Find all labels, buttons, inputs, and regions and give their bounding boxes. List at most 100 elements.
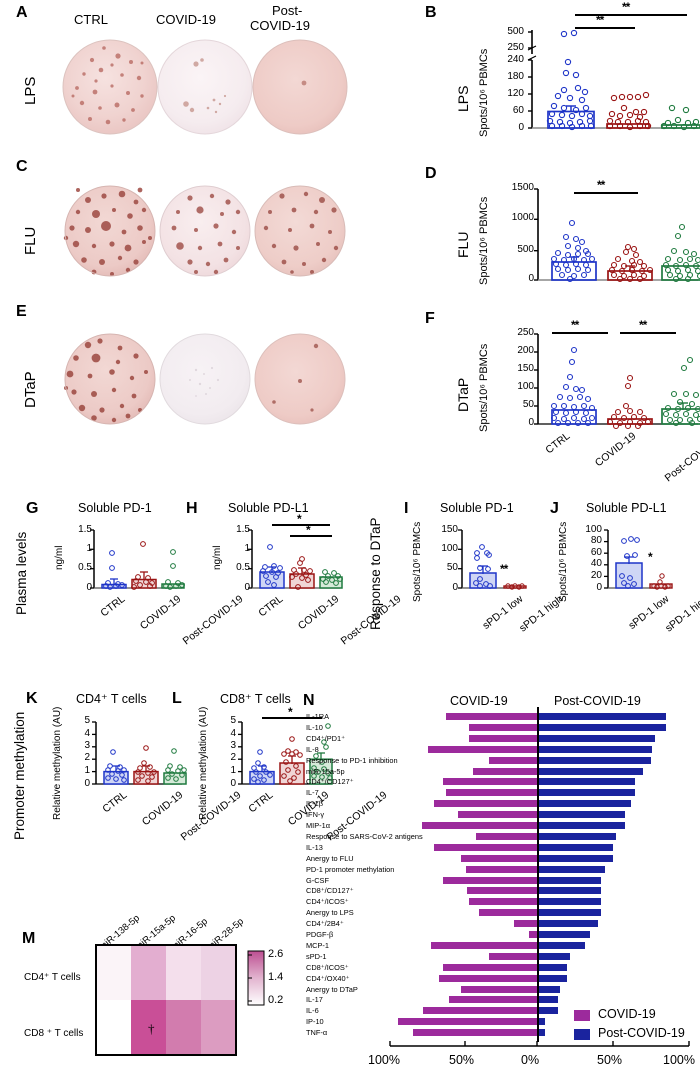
panel-l-title: CD8⁺ T cells xyxy=(220,692,291,706)
panel-b-sigbar-1 xyxy=(575,27,635,29)
panel-n-xtick-1: 50% xyxy=(449,1053,475,1067)
panel-n-bar-covid xyxy=(397,1018,537,1026)
panel-n-bar-covid xyxy=(479,909,537,917)
panel-k-ytick-5-0: 5 xyxy=(84,715,90,726)
panel-n-legend-label-covid: COVID-19 xyxy=(598,1007,656,1021)
panel-n-bar-post xyxy=(537,832,616,840)
panel-n-category-label: IFN-γ xyxy=(306,810,325,820)
panel-n-bar-covid xyxy=(488,952,537,960)
panel-n-bar-post xyxy=(537,1007,559,1015)
panel-m-cbar-high: 2.6 xyxy=(268,948,284,960)
panel-g-plot xyxy=(90,529,185,590)
panel-f-ytick-100: 100 xyxy=(517,381,534,392)
panel-n-bar-covid xyxy=(446,713,537,720)
panel-letter-J: J xyxy=(550,500,559,517)
panel-b-ytick-500: 500 xyxy=(507,26,524,37)
panel-n-legend-label-post: Post-COVID-19 xyxy=(598,1026,685,1040)
panel-n-xtick-2: 0% xyxy=(521,1053,540,1067)
panel-n-bar-covid xyxy=(438,974,537,982)
panel-g-ytick-1-5: 1.5 xyxy=(78,524,92,535)
panel-j-title: Soluble PD-L1 xyxy=(586,501,667,515)
panel-l-ytick-2-0: 2 xyxy=(230,752,236,763)
panel-h-sigbar-2 xyxy=(290,535,332,537)
panel-j-sig: * xyxy=(648,550,653,564)
panel-j-ytick-100: 100 xyxy=(585,524,602,535)
panel-k-title: CD4⁺ T cells xyxy=(76,692,147,706)
panel-n-category-label: IL-1RA xyxy=(306,712,330,721)
panel-i-plot xyxy=(458,529,527,590)
panel-n-category-label: IL-10 xyxy=(306,722,323,732)
panel-m-cbar-mid: 1.4 xyxy=(268,971,284,983)
panel-n-bar-covid xyxy=(421,822,537,829)
panel-n-category-label: IL-17 xyxy=(306,995,323,1005)
panel-n-bar-covid xyxy=(433,800,537,808)
column-header-ctrl: CTRL xyxy=(74,12,108,27)
panel-n-category-label: IL-7 xyxy=(306,788,319,798)
panel-l-ytick-0-0: 0 xyxy=(230,778,236,789)
panel-b-sig-2: ** xyxy=(622,0,630,14)
panel-n-bar-covid xyxy=(423,1007,537,1015)
panel-m-heatmap: † xyxy=(95,944,265,1056)
panel-n-bar-covid xyxy=(449,996,537,1004)
panel-n-category-label: CD4⁺/2B4⁺ xyxy=(306,919,344,929)
panel-h-plot xyxy=(248,529,343,590)
panel-n-bar-post xyxy=(537,920,598,928)
panel-n-category-label: CD4⁺/PD1⁺ xyxy=(306,733,346,743)
panel-n-header-left: COVID-19 xyxy=(450,694,508,708)
panel-f-sig-2: ** xyxy=(639,318,647,332)
panel-f-plot xyxy=(534,333,700,430)
panel-n-category-label: CD8⁺/CD127⁺ xyxy=(306,886,354,896)
panel-n-category-label: Anergy to DTaP xyxy=(306,984,358,994)
panel-n-bar-post xyxy=(537,876,601,884)
panel-n-axis xyxy=(389,1041,690,1047)
panel-b-ytick-60: 60 xyxy=(512,105,524,116)
panel-f-ylabel: Spots/10⁶ PBMCs xyxy=(478,343,490,432)
panel-n-bar-post xyxy=(537,887,601,895)
panel-n-bar-post xyxy=(537,1018,545,1026)
panel-n-bar-covid xyxy=(476,832,537,840)
panel-m-cbar-low: 0.2 xyxy=(268,994,284,1006)
panel-l-ytick-5-0: 5 xyxy=(230,715,236,726)
panel-n-bar-post xyxy=(537,800,631,808)
panel-b-plot xyxy=(527,29,700,131)
panel-n-bar-covid xyxy=(488,756,537,764)
svg-text:†: † xyxy=(148,1021,155,1036)
panel-n-category-label: CD4⁺/CD127⁺ xyxy=(306,777,354,787)
panel-d-ytick-0: 0 xyxy=(528,273,534,284)
panel-b-row-label: LPS xyxy=(455,85,471,112)
panel-n-category-label: IL-8 xyxy=(306,744,319,754)
panel-n-bar-post xyxy=(537,734,656,742)
panel-n-bar-post xyxy=(537,756,651,764)
panel-g-ytick-0-0: 0 xyxy=(86,582,92,593)
panel-n-bar-post xyxy=(537,931,591,938)
panel-n-bar-post xyxy=(537,789,636,797)
panel-h-ytick-1-0: 1 xyxy=(244,543,250,554)
panel-f-row-label: DTaP xyxy=(455,377,471,412)
panel-f-ytick-50: 50 xyxy=(522,399,534,410)
panel-i-ytick-150: 150 xyxy=(441,524,458,535)
panel-i-sig: ** xyxy=(500,562,508,576)
panel-letter-B: B xyxy=(425,4,437,21)
panel-b-ytick-120: 120 xyxy=(507,88,524,99)
panel-d-ytick-1000: 1000 xyxy=(511,212,534,223)
panel-b-ylabel: Spots/10⁶ PBMCs xyxy=(478,48,490,137)
panel-k-ytick-0-0: 0 xyxy=(84,778,90,789)
panel-letter-C: C xyxy=(16,158,28,175)
panel-n-bar-covid xyxy=(430,941,537,949)
panel-l-plot xyxy=(238,721,333,785)
panel-n-bar-post xyxy=(537,843,613,851)
panel-j-ytick-40: 40 xyxy=(590,558,602,569)
panel-n-category-label: PD-1 promoter methylation xyxy=(306,864,395,874)
panel-n-bar-post xyxy=(537,723,666,731)
panel-d-ytick-1500: 1500 xyxy=(511,182,534,193)
panel-n-bar-post xyxy=(537,941,586,949)
panel-h-ytick-0-0: 0 xyxy=(244,582,250,593)
panel-m-row-0: CD4⁺ T cells xyxy=(24,972,81,983)
panel-n-bar-covid xyxy=(433,843,537,851)
group-label-plasma-levels: Plasma levels xyxy=(14,531,29,615)
panel-letter-A: A xyxy=(16,4,28,21)
panel-l-sigbar xyxy=(262,717,322,719)
panel-i-title: Soluble PD-1 xyxy=(440,501,514,515)
panel-b-sig-1: ** xyxy=(596,13,604,27)
column-header-post-line1: Post- xyxy=(272,3,303,18)
